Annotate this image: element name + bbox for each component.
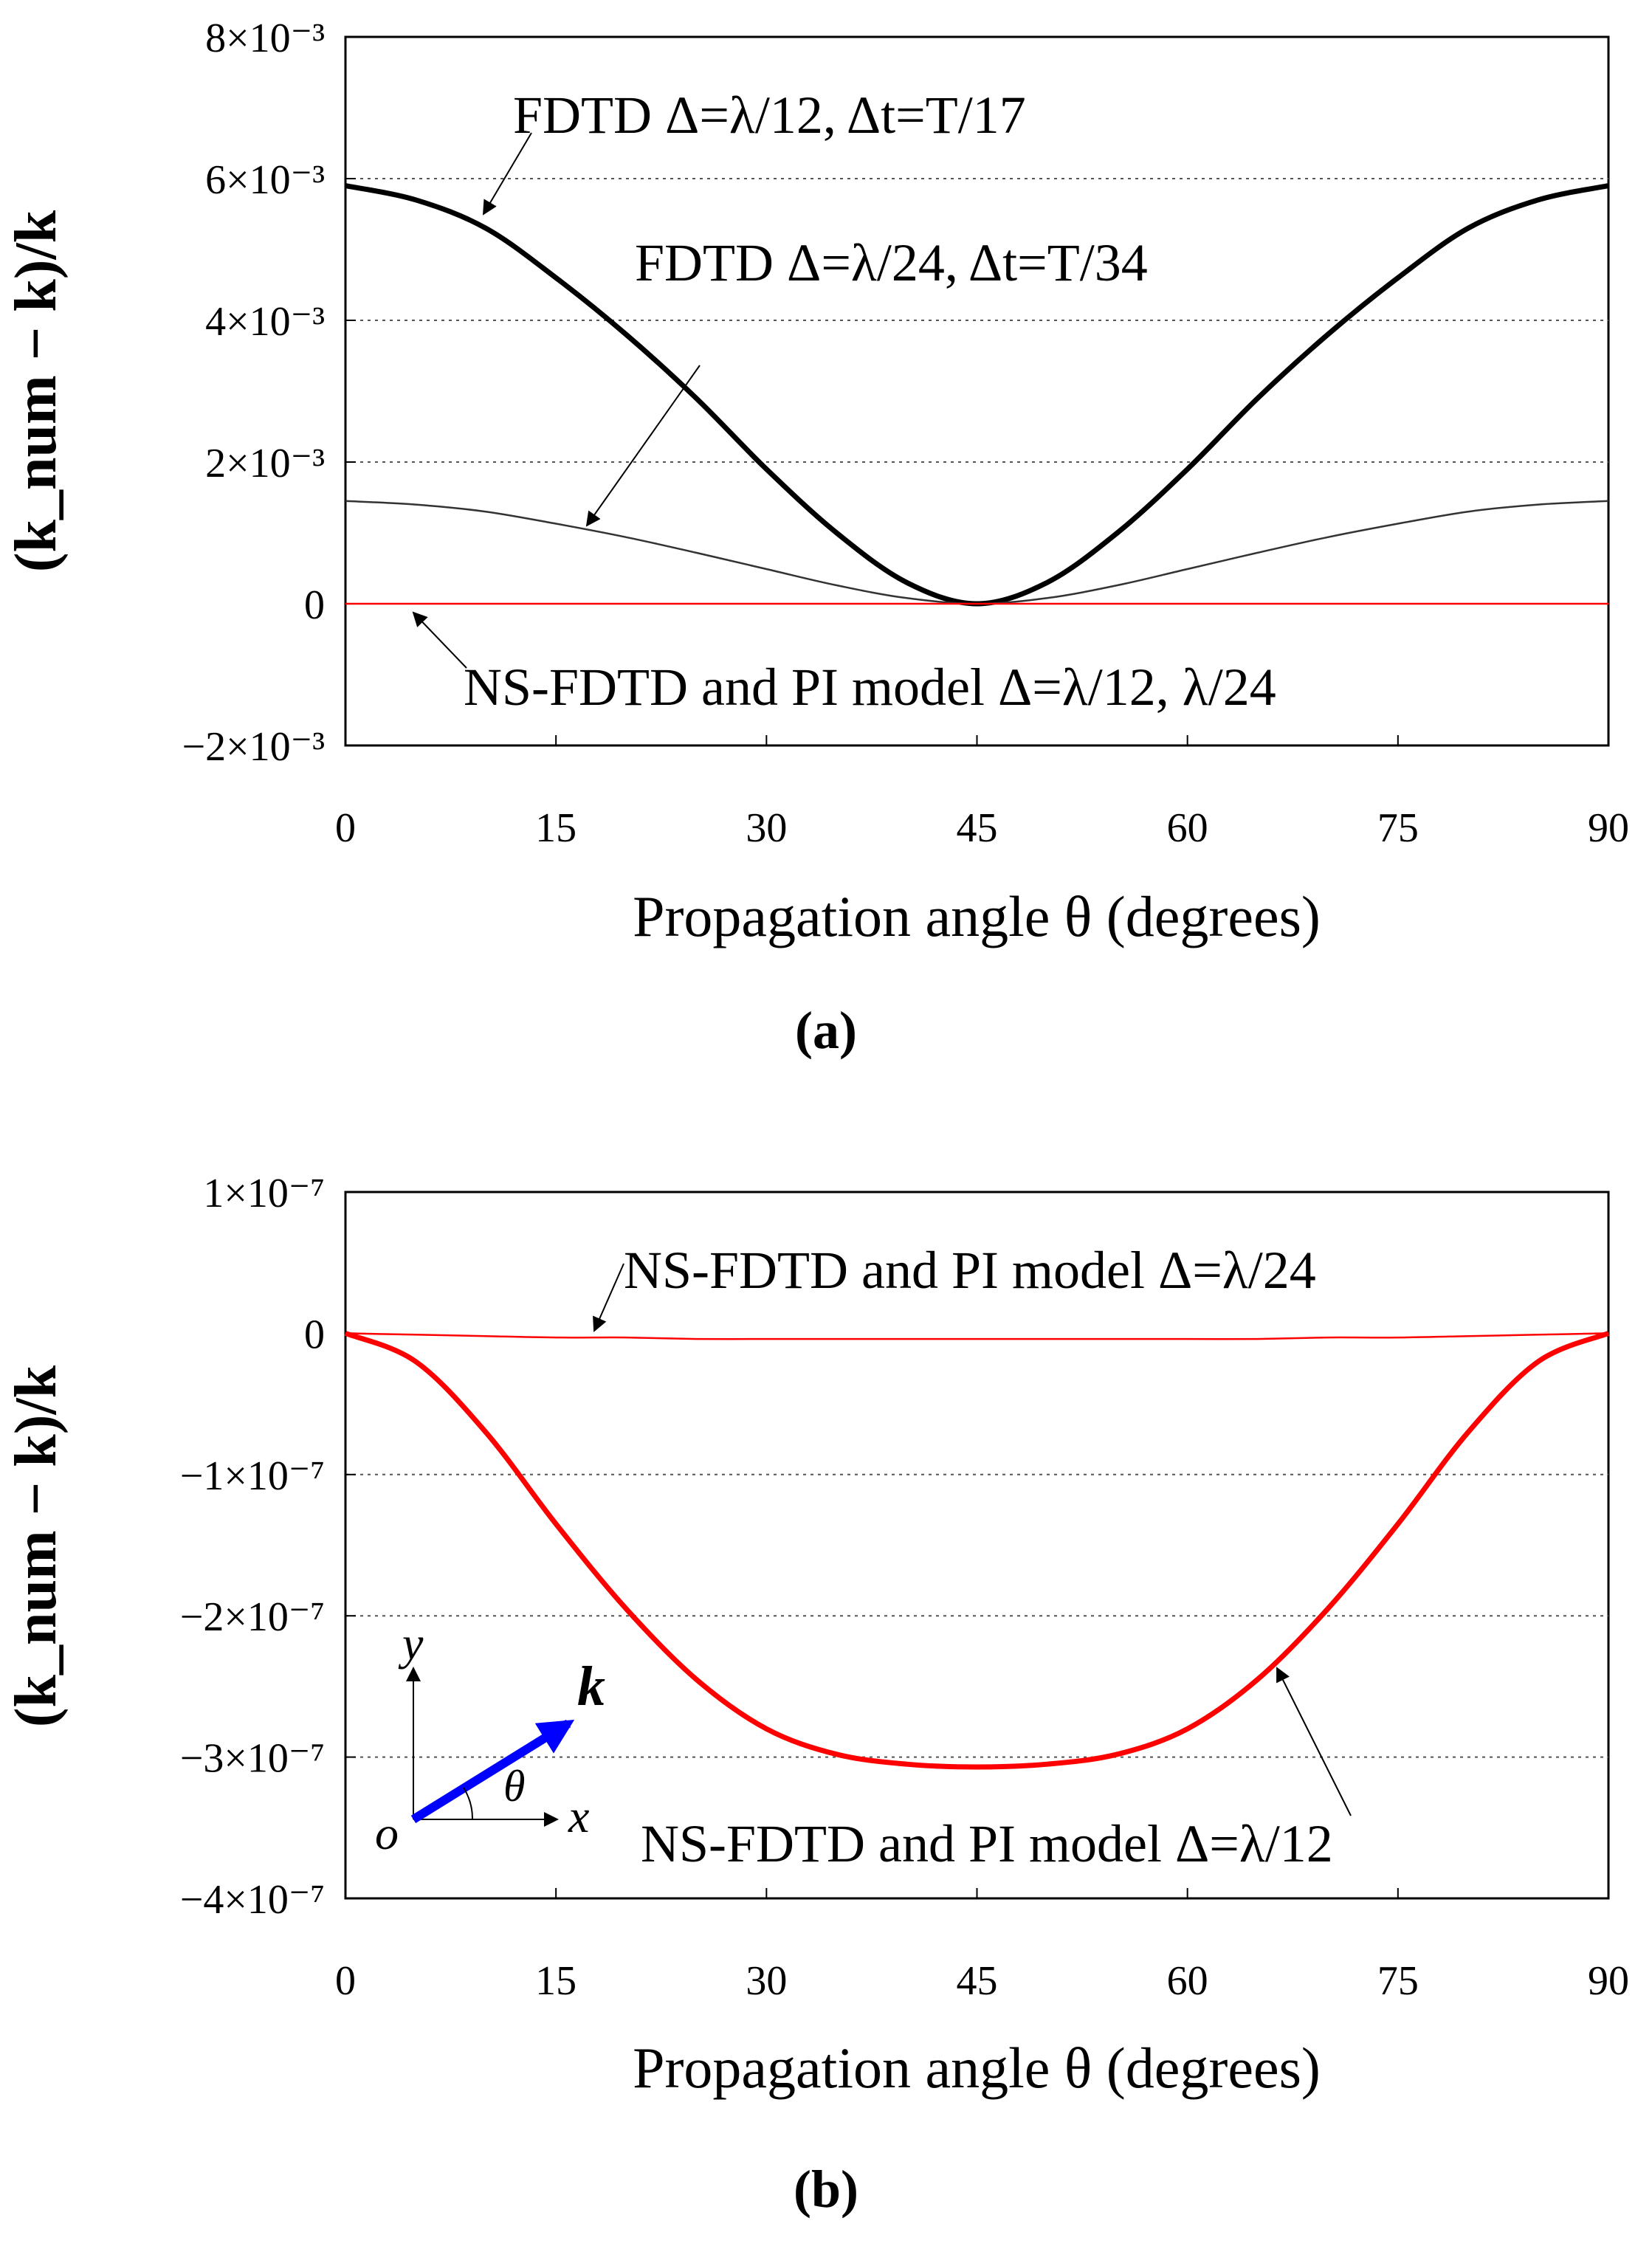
ticks-a: 0 15 30 45 60 75 908×10⁻³6×10⁻³4×10⁻³2×10⁻³0−2… bbox=[182, 15, 1629, 851]
series-line-1 bbox=[345, 1332, 1609, 1340]
y-tick-label: 6×10⁻³ bbox=[205, 157, 325, 203]
y-tick-label: −2×10⁻⁷ bbox=[180, 1594, 325, 1640]
x-tick-label: 45 bbox=[957, 1958, 998, 2004]
x-tick-label: 15 bbox=[535, 805, 577, 851]
x-tick-label: 90 bbox=[1588, 1958, 1629, 2004]
x-tick-label: 15 bbox=[535, 1958, 577, 2004]
y-tick-label: 1×10⁻⁷ bbox=[203, 1171, 325, 1216]
gridlines-b bbox=[345, 1473, 1608, 1758]
panel-b: 0 15 30 45 60 75 90 1×10⁻⁷ 0 −1×10⁻⁷ −2×10⁻⁷ −3×10⁻… bbox=[4, 1171, 1629, 2219]
arrow-nsfdtd-a bbox=[412, 611, 467, 669]
inset-y-label: y bbox=[398, 1617, 424, 1670]
annotation-fdtd-12: FDTD Δ=λ/12, Δt=T/17 bbox=[513, 86, 1026, 145]
y-tick-label: 0 bbox=[304, 582, 325, 628]
arrow-fdtd-24 bbox=[585, 365, 701, 527]
inset-x-label: x bbox=[568, 1790, 589, 1842]
y-tick-label: 0 bbox=[304, 1312, 325, 1357]
annotation-nsfdtd-a: NS-FDTD and PI model Δ=λ/12, λ/24 bbox=[464, 658, 1276, 717]
x-tick-label: 30 bbox=[746, 1958, 787, 2004]
gridlines-a bbox=[345, 178, 1608, 463]
arrow-fdtd-12 bbox=[482, 132, 532, 216]
x-tick-label: 0 bbox=[335, 805, 356, 851]
x-tick-label: 90 bbox=[1588, 805, 1629, 851]
ticks-b: 0 15 30 45 60 75 90 1×10⁻⁷ 0 −1×10⁻⁷ −2×10⁻⁷ −3×10⁻… bbox=[180, 1171, 1629, 2004]
x-tick-label: 0 bbox=[335, 1958, 356, 2004]
series-group-b bbox=[344, 1331, 1610, 1770]
arrow-nsfdtd-24 bbox=[593, 1263, 624, 1332]
annotation-fdtd-24: FDTD Δ=λ/24, Δt=T/34 bbox=[635, 233, 1148, 292]
panel-label-b: (b) bbox=[794, 2160, 858, 2219]
y-tick-label: 2×10⁻³ bbox=[205, 441, 325, 486]
series-group-a bbox=[345, 183, 1609, 607]
panel-a: 0 15 30 45 60 75 908×10⁻³6×10⁻³4×10⁻³2×10⁻³0−2… bbox=[4, 15, 1629, 1060]
coordinate-inset: y x o θ k bbox=[375, 1617, 605, 1859]
annotation-nsfdtd-24: NS-FDTD and PI model Δ=λ/24 bbox=[624, 1241, 1316, 1300]
x-tick-label: 60 bbox=[1167, 1958, 1208, 2004]
inset-origin-label: o bbox=[375, 1807, 399, 1859]
inset-k-vector bbox=[410, 1719, 575, 1824]
y-tick-label: −3×10⁻⁷ bbox=[180, 1736, 325, 1782]
inset-angle-label: θ bbox=[503, 1762, 525, 1811]
x-tick-label: 75 bbox=[1377, 1958, 1419, 2004]
x-tick-label: 30 bbox=[746, 805, 787, 851]
x-axis-label-a: Propagation angle θ (degrees) bbox=[633, 884, 1321, 948]
y-axis-label-b: (k_num − k)/k bbox=[4, 1365, 69, 1727]
y-axis-label-a: (k_num − k)/k bbox=[4, 210, 69, 572]
y-tick-label: −2×10⁻³ bbox=[182, 724, 325, 770]
inset-angle-arc bbox=[463, 1787, 474, 1820]
series-line-2 bbox=[344, 1331, 1610, 1770]
x-tick-label: 75 bbox=[1377, 805, 1419, 851]
x-axis-label-b: Propagation angle θ (degrees) bbox=[633, 2036, 1321, 2100]
y-tick-label: 8×10⁻³ bbox=[205, 15, 325, 61]
arrow-nsfdtd-12 bbox=[1276, 1667, 1352, 1816]
y-tick-label: 4×10⁻³ bbox=[205, 299, 325, 345]
x-tick-label: 60 bbox=[1167, 805, 1208, 851]
series-line-2 bbox=[345, 500, 1609, 605]
y-tick-label: −1×10⁻⁷ bbox=[180, 1453, 325, 1499]
inset-k-label: k bbox=[577, 1656, 605, 1718]
panel-label-a: (a) bbox=[795, 1001, 857, 1060]
y-tick-label: −4×10⁻⁷ bbox=[180, 1877, 325, 1923]
annotation-nsfdtd-12: NS-FDTD and PI model Δ=λ/12 bbox=[641, 1814, 1333, 1873]
x-tick-label: 45 bbox=[957, 805, 998, 851]
